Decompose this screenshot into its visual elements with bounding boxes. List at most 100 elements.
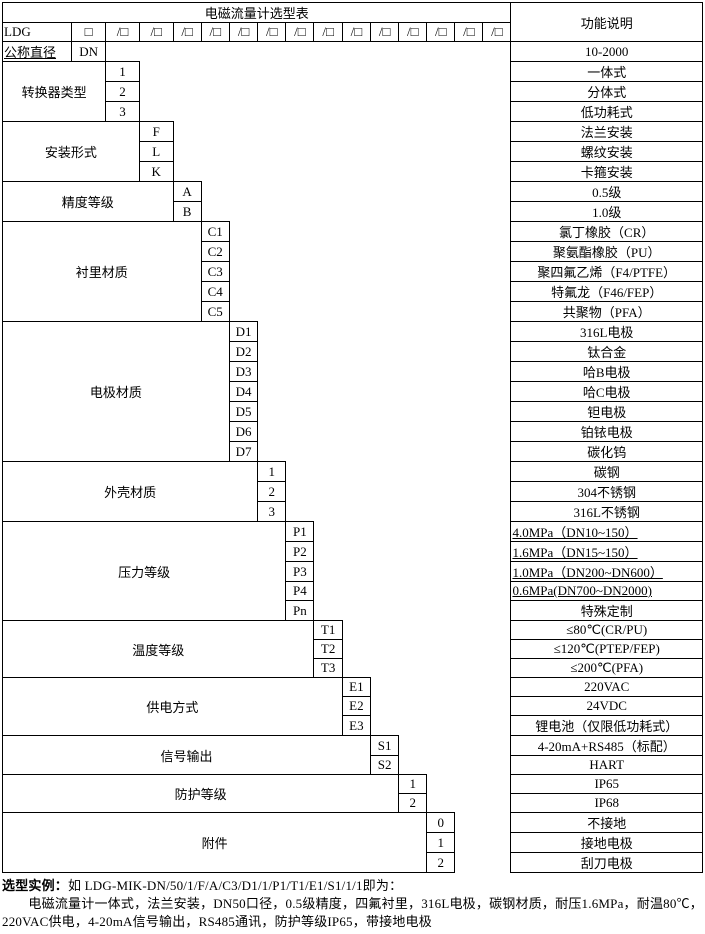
install-code: K [139,162,173,182]
electrode-code: D6 [229,422,257,442]
electrode-desc: 316L电极 [511,322,703,342]
accessory-desc: 刮刀电极 [511,853,703,873]
temp-code: T2 [314,640,342,659]
ldg-label: LDG [3,23,72,42]
pressure-code: P3 [286,562,314,582]
install-desc: 法兰安装 [511,122,703,142]
electrode-code: D5 [229,402,257,422]
code-box: /□ [483,23,511,42]
power-code: E1 [342,678,370,697]
lining-desc: 氯丁橡胶（CR） [511,222,703,242]
pressure-desc: 4.0MPa（DN10~150） [511,522,703,542]
lining-code: C1 [201,222,229,242]
main-title: 电磁流量计选型表 [3,3,511,23]
selection-table: 电磁流量计选型表 功能说明 LDG □ /□ /□ /□ /□ /□ /□ /□… [2,2,703,873]
conv-desc: 低功耗式 [511,102,703,122]
code-box: /□ [370,23,398,42]
conv-code: 1 [106,62,140,82]
code-box: /□ [455,23,483,42]
electrode-desc: 铂铱电极 [511,422,703,442]
section-pressure-label: 压力等级 [3,522,286,621]
lining-desc: 聚氨酯橡胶（PU） [511,242,703,262]
accessory-code: 1 [427,833,455,853]
section-shell-label: 外壳材质 [3,462,258,522]
power-desc: 24VDC [511,697,703,716]
pressure-desc: 1.0MPa（DN200~DN600） [511,562,703,582]
shell-desc: 304不锈钢 [511,482,703,502]
temp-code: T3 [314,659,342,678]
section-signal-label: 信号输出 [3,736,371,775]
shell-desc: 碳钢 [511,462,703,482]
signal-desc: HART [511,756,703,775]
lining-desc: 共聚物（PFA） [511,302,703,322]
conv-desc: 一体式 [511,62,703,82]
accuracy-desc: 0.5级 [511,182,703,202]
temp-desc: ≤120℃(PTEP/FEP) [511,640,703,659]
protect-desc: IP65 [511,775,703,794]
install-code: F [139,122,173,142]
install-code: L [139,142,173,162]
shell-code: 3 [258,502,286,522]
electrode-code: D2 [229,342,257,362]
code-box: /□ [399,23,427,42]
shell-code: 1 [258,462,286,482]
electrode-code: D3 [229,362,257,382]
electrode-desc: 哈B电极 [511,362,703,382]
signal-code: S1 [370,736,398,756]
protect-desc: IP68 [511,794,703,813]
example-code: 如 LDG-MIK-DN/50/1/F/A/C3/D1/1/P1/T1/E1/S… [68,878,402,893]
accuracy-desc: 1.0级 [511,202,703,222]
example-desc: 电磁流量计一体式，法兰安装，DN50口径，0.5级精度，四氟衬里，316L电极，… [2,896,703,929]
power-code: E2 [342,697,370,716]
lining-code: C2 [201,242,229,262]
section-temp-label: 温度等级 [3,621,314,678]
pressure-desc: 1.6MPa（DN15~150） [511,542,703,562]
pressure-code: P4 [286,582,314,601]
install-desc: 卡箍安装 [511,162,703,182]
electrode-desc: 钽电极 [511,402,703,422]
section-accessory-label: 附件 [3,813,427,873]
section-accuracy-label: 精度等级 [3,182,174,222]
install-desc: 螺纹安装 [511,142,703,162]
code-box: /□ [427,23,455,42]
section-install-label: 安装形式 [3,122,140,182]
pressure-code: P1 [286,522,314,542]
temp-desc: ≤80℃(CR/PU) [511,621,703,640]
lining-code: C5 [201,302,229,322]
pressure-code: Pn [286,601,314,621]
signal-desc: 4-20mA+RS485（标配） [511,736,703,756]
electrode-desc: 哈C电极 [511,382,703,402]
section-dia-label: 公称直径 [3,42,72,62]
accessory-desc: 不接地 [511,813,703,833]
code-box: /□ [139,23,173,42]
pressure-code: P2 [286,542,314,562]
accessory-desc: 接地电极 [511,833,703,853]
electrode-code: D1 [229,322,257,342]
section-conv-label: 转换器类型 [3,62,106,122]
temp-desc: ≤200℃(PFA) [511,659,703,678]
power-code: E3 [342,716,370,736]
example-footer: 选型实例：如 LDG-MIK-DN/50/1/F/A/C3/D1/1/P1/T1… [2,877,703,932]
electrode-code: D4 [229,382,257,402]
code-box: /□ [286,23,314,42]
shell-desc: 316L不锈钢 [511,502,703,522]
accessory-code: 2 [427,853,455,873]
code-box: /□ [258,23,286,42]
section-lining-label: 衬里材质 [3,222,202,322]
conv-code: 3 [106,102,140,122]
electrode-desc: 碳化钨 [511,442,703,462]
code-box: □ [72,23,106,42]
accessory-code: 0 [427,813,455,833]
pressure-desc: 特殊定制 [511,601,703,621]
accuracy-code: A [173,182,201,202]
power-desc: 锂电池（仅限低功耗式） [511,716,703,736]
section-protect-label: 防护等级 [3,775,399,813]
signal-code: S2 [370,756,398,775]
code-box: /□ [106,23,140,42]
shell-code: 2 [258,482,286,502]
func-title: 功能说明 [511,3,703,42]
power-desc: 220VAC [511,678,703,697]
electrode-code: D7 [229,442,257,462]
code-box: /□ [342,23,370,42]
lining-desc: 特氟龙（F46/FEP） [511,282,703,302]
